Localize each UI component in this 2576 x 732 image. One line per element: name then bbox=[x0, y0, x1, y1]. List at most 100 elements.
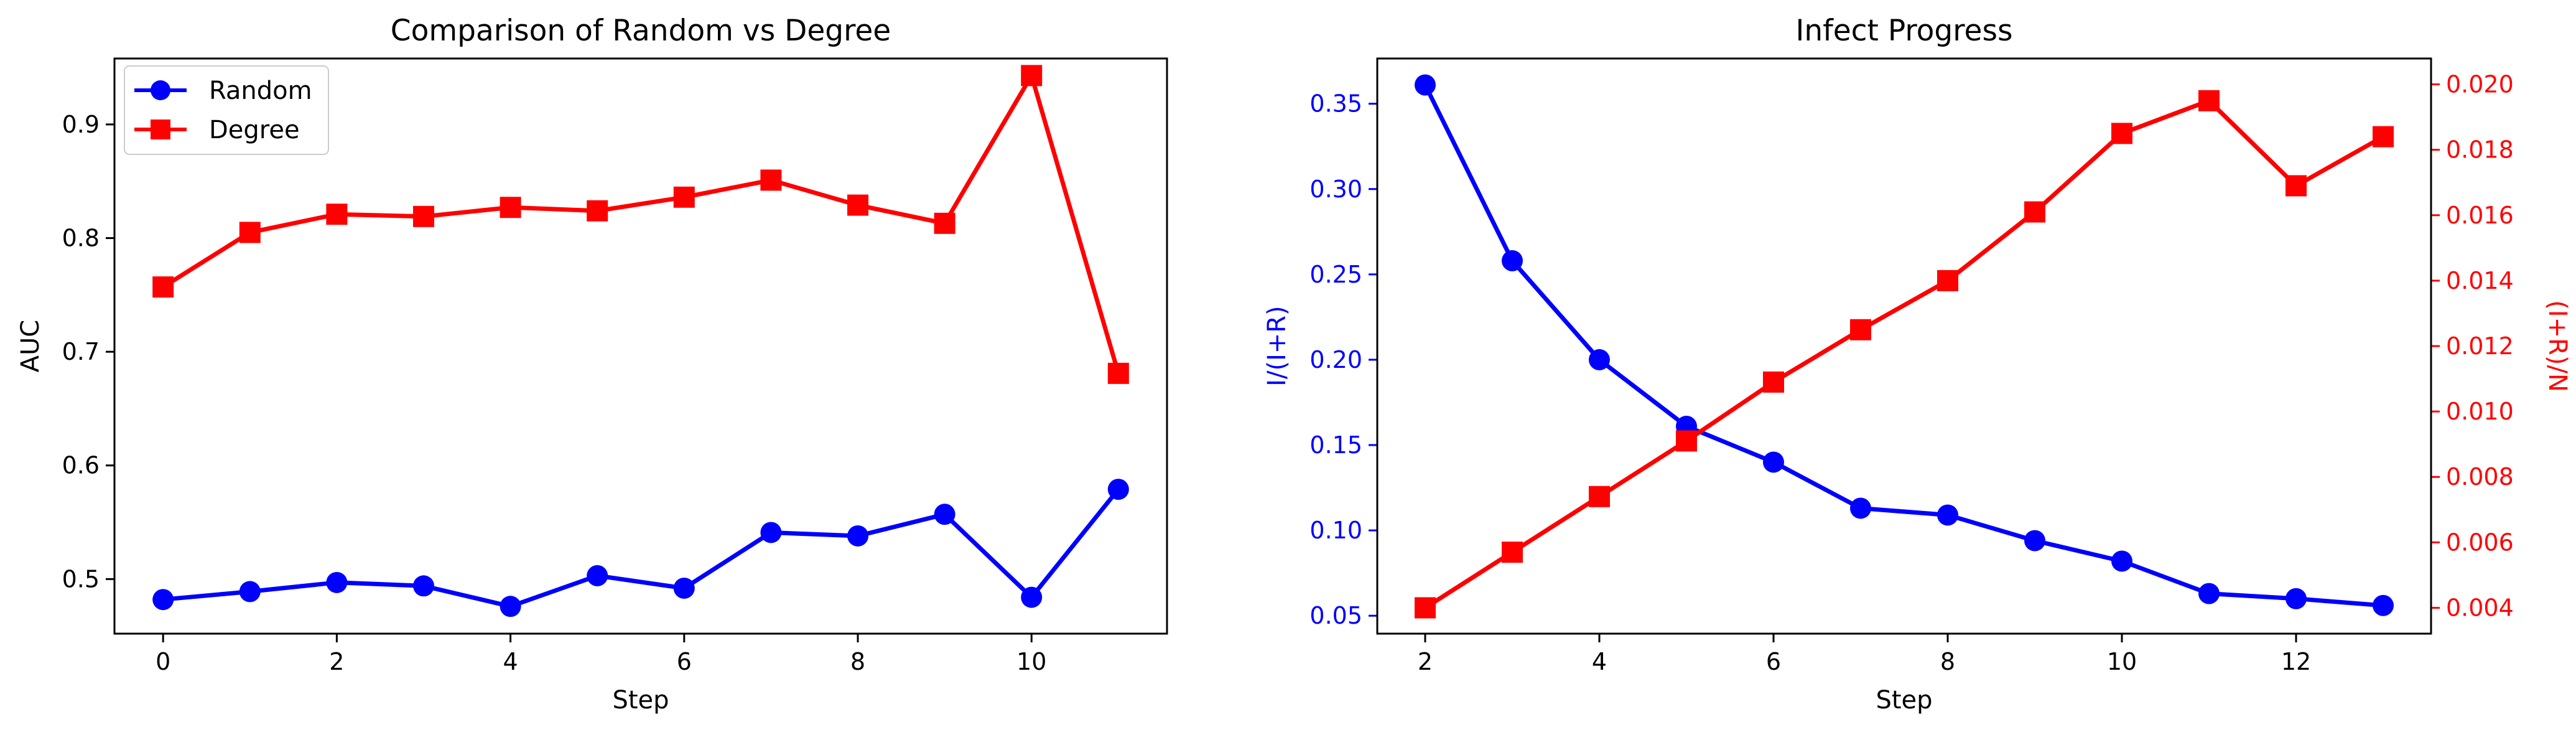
y-tick-label: 0.05 bbox=[1309, 602, 1362, 629]
data-point-random bbox=[847, 525, 869, 547]
data-point-left-axis bbox=[1763, 451, 1784, 473]
data-point-left-axis bbox=[1850, 497, 1871, 519]
x-tick-label: 8 bbox=[1940, 648, 1955, 675]
series-line-degree bbox=[162, 73, 1121, 374]
y-tick-label: 0.25 bbox=[1309, 261, 1362, 288]
legend-marker-random bbox=[151, 80, 170, 100]
panel-title: Comparison of Random vs Degree bbox=[391, 14, 891, 48]
y-tick-label-right: 0.020 bbox=[2446, 71, 2514, 98]
data-point-right-axis bbox=[1502, 542, 1523, 563]
data-point-right-axis bbox=[1589, 486, 1610, 507]
data-point-random bbox=[152, 589, 174, 611]
data-point-degree bbox=[412, 205, 434, 227]
y-tick-label-right: 0.014 bbox=[2446, 267, 2514, 294]
plot-frame bbox=[1376, 57, 2432, 635]
x-tick-label: 12 bbox=[2281, 648, 2311, 675]
series-line-left-axis bbox=[1423, 83, 2384, 608]
data-point-random bbox=[673, 577, 695, 599]
data-point-random bbox=[760, 522, 782, 543]
data-point-right-axis bbox=[2111, 123, 2132, 144]
x-tick-label: 10 bbox=[2107, 648, 2137, 675]
data-point-right-axis bbox=[1850, 319, 1871, 340]
data-point-left-axis bbox=[1937, 504, 1958, 526]
legend-box bbox=[124, 65, 329, 155]
data-point-degree bbox=[1107, 362, 1129, 384]
series-line-right-axis bbox=[1424, 98, 2384, 610]
x-tick-label: 4 bbox=[1592, 648, 1607, 675]
data-point-left-axis bbox=[1415, 74, 1436, 96]
data-point-left-axis bbox=[2373, 594, 2394, 616]
data-point-degree bbox=[500, 197, 521, 218]
y-axis-label: AUC bbox=[16, 320, 45, 373]
x-tick-label: 0 bbox=[156, 648, 170, 675]
data-point-random bbox=[1107, 479, 1129, 500]
x-tick-label: 6 bbox=[1766, 648, 1781, 675]
y-tick-label: 0.7 bbox=[62, 338, 100, 365]
y-tick-label-right: 0.018 bbox=[2446, 136, 2514, 164]
plot-series bbox=[152, 65, 1129, 617]
plot-frame bbox=[113, 57, 1168, 635]
data-point-random bbox=[934, 504, 956, 525]
data-point-random bbox=[412, 575, 434, 597]
data-point-right-axis bbox=[1937, 270, 1958, 291]
x-tick-label: 6 bbox=[677, 648, 692, 675]
y-tick-label: 0.30 bbox=[1309, 176, 1362, 203]
auc-comparison-panel: Comparison of Random vs Degree Step AUC … bbox=[16, 14, 1168, 715]
data-point-right-axis bbox=[2024, 201, 2045, 223]
data-point-left-axis bbox=[2111, 550, 2132, 572]
data-point-random bbox=[1021, 586, 1043, 608]
legend-label-random: Random bbox=[209, 77, 312, 105]
legend-marker-degree bbox=[151, 120, 170, 139]
data-point-right-axis bbox=[2198, 90, 2220, 111]
y-tick-label: 0.15 bbox=[1309, 431, 1362, 459]
data-point-degree bbox=[239, 222, 261, 243]
y-tick-label: 0.35 bbox=[1309, 90, 1362, 118]
x-ticks: 0 2 4 6 8 10 bbox=[156, 634, 1046, 675]
data-point-random bbox=[239, 581, 261, 603]
y-tick-label-right: 0.010 bbox=[2446, 398, 2514, 425]
data-point-degree bbox=[152, 276, 174, 298]
y-tick-label: 0.9 bbox=[62, 111, 100, 138]
data-point-right-axis bbox=[1676, 430, 1697, 452]
y-tick-label-right: 0.008 bbox=[2446, 463, 2514, 490]
x-tick-label: 10 bbox=[1016, 648, 1046, 675]
y-ticks: 0.5 0.6 0.7 0.8 0.9 bbox=[62, 111, 114, 593]
data-point-right-axis bbox=[1415, 597, 1436, 619]
data-point-degree bbox=[587, 200, 608, 222]
y-ticks-right: 0.004 0.006 0.008 0.010 0.012 0.014 0.016 0.018… bbox=[2431, 71, 2514, 621]
data-point-right-axis bbox=[1763, 371, 1784, 393]
data-point-random bbox=[587, 565, 608, 586]
panel-title: Infect Progress bbox=[1796, 14, 2013, 48]
x-axis-label: Step bbox=[1876, 686, 1932, 715]
legend: Random Degree bbox=[124, 65, 329, 155]
data-point-degree bbox=[847, 194, 869, 216]
y-tick-label-right: 0.016 bbox=[2446, 202, 2514, 229]
y-tick-label: 0.8 bbox=[62, 225, 100, 252]
x-tick-label: 8 bbox=[850, 648, 865, 675]
legend-label-degree: Degree bbox=[209, 116, 300, 144]
x-tick-label: 2 bbox=[1418, 648, 1433, 675]
y-tick-label-right: 0.012 bbox=[2446, 332, 2514, 360]
data-point-left-axis bbox=[1502, 250, 1523, 271]
data-point-degree bbox=[673, 186, 695, 208]
data-point-degree bbox=[760, 169, 782, 191]
data-point-random bbox=[326, 571, 348, 593]
y-axis-label-right: (I+R)/N bbox=[2543, 300, 2572, 392]
x-axis-label: Step bbox=[612, 686, 669, 715]
x-tick-label: 4 bbox=[503, 648, 518, 675]
y-tick-label: 0.5 bbox=[62, 565, 100, 593]
data-point-left-axis bbox=[2198, 583, 2220, 604]
data-point-right-axis bbox=[2285, 175, 2307, 197]
x-ticks: 2 4 6 8 10 12 bbox=[1418, 634, 2311, 675]
data-point-degree bbox=[934, 212, 956, 234]
data-point-random bbox=[500, 596, 521, 617]
series-line-random bbox=[162, 487, 1120, 609]
x-tick-label: 2 bbox=[329, 648, 344, 675]
data-point-left-axis bbox=[2024, 530, 2045, 551]
data-point-degree bbox=[1021, 65, 1043, 87]
y-tick-label: 0.20 bbox=[1309, 346, 1362, 373]
data-point-degree bbox=[326, 204, 348, 225]
y-axis-label-left: I/(I+R) bbox=[1263, 306, 1291, 387]
y-tick-label-right: 0.004 bbox=[2446, 594, 2514, 621]
